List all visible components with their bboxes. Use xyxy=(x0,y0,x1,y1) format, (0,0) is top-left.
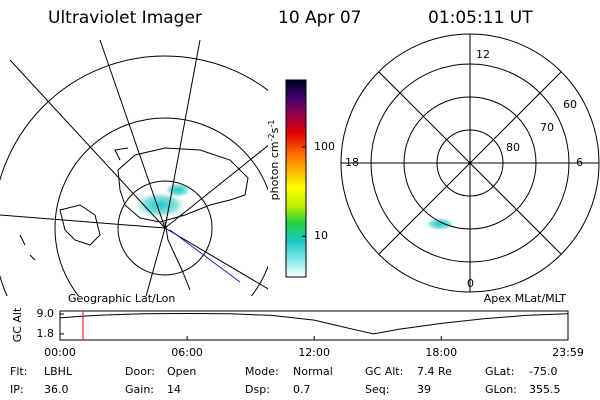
y-tick-label: 1.8 xyxy=(37,327,55,340)
field-label: Door: xyxy=(125,365,155,378)
field-label: Mode: xyxy=(245,365,279,378)
field-label: Flt: xyxy=(10,365,27,378)
field-value: LBHL xyxy=(44,365,73,378)
x-tick-label: 18:00 xyxy=(425,346,457,359)
x-tick-label: 23:59 xyxy=(552,346,584,359)
field-value: 355.5 xyxy=(529,383,561,396)
geographic-map xyxy=(0,39,268,296)
field-label: GLat: xyxy=(485,365,514,378)
mlat-label: 80 xyxy=(506,141,520,154)
colorbar-tick-label: 10 xyxy=(314,229,328,242)
field-value: Open xyxy=(167,365,196,378)
mlt-label: 6 xyxy=(576,156,583,169)
x-tick-label: 00:00 xyxy=(44,346,76,359)
colorbar-label: photon cm-2s-1 xyxy=(267,120,282,201)
caption: Geographic Lat/Lon xyxy=(68,292,175,305)
colorbar xyxy=(285,79,307,278)
label-part: -2 xyxy=(267,133,276,141)
altitude-line xyxy=(59,312,569,335)
field-value: 39 xyxy=(417,383,431,396)
date: 10 Apr 07 xyxy=(278,8,361,28)
time: 01:05:11 UT xyxy=(428,8,533,28)
field-value: 7.4 Re xyxy=(417,365,452,378)
field-label: Gain: xyxy=(125,383,154,396)
y-tick-label: 9.0 xyxy=(37,307,55,320)
colorbar-tick-label: 100 xyxy=(314,140,335,153)
x-tick-label: 12:00 xyxy=(298,346,330,359)
label-part: -1 xyxy=(267,120,276,128)
polar-plot xyxy=(340,33,600,293)
mlt-label: 0 xyxy=(467,277,474,290)
field-label: Seq: xyxy=(365,383,389,396)
mlt-label: 12 xyxy=(476,48,490,61)
field-label: GC Alt: xyxy=(365,365,403,378)
field-label: Dsp: xyxy=(245,383,270,396)
y-label: GC Alt xyxy=(11,307,24,342)
caption: Apex MLat/MLT xyxy=(484,292,567,305)
field-value: 14 xyxy=(167,383,181,396)
field-value: 36.0 xyxy=(44,383,69,396)
mlat-label: 60 xyxy=(563,98,577,111)
field-label: IP: xyxy=(10,383,24,396)
title: Ultraviolet Imager xyxy=(48,8,202,28)
timeline-frame xyxy=(59,310,569,341)
field-value: 0.7 xyxy=(293,383,311,396)
x-tick-label: 06:00 xyxy=(171,346,203,359)
mlt-label: 18 xyxy=(345,156,359,169)
field-value: -75.0 xyxy=(529,365,557,378)
label-part: photon cm xyxy=(268,141,281,200)
field-label: GLon: xyxy=(485,383,517,396)
label-part: s xyxy=(268,127,281,133)
field-value: Normal xyxy=(293,365,333,378)
mlat-label: 70 xyxy=(540,121,554,134)
